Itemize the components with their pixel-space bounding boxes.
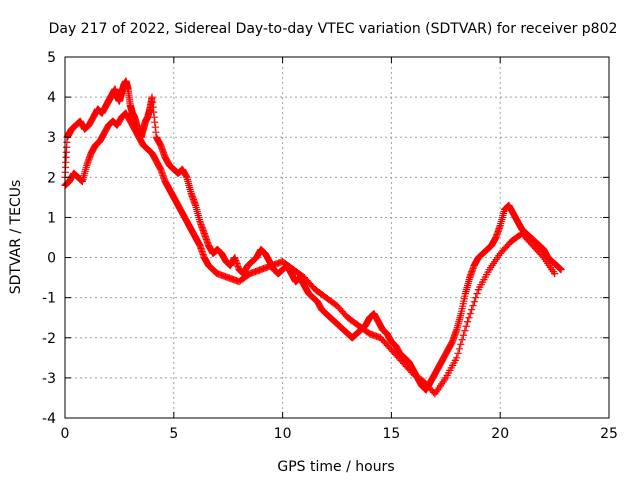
- y-tick-label: -3: [42, 371, 56, 387]
- x-tick-labels: 0 5 10 15 20 25: [61, 426, 618, 442]
- y-tick-label: -1: [42, 291, 56, 307]
- data-point: [463, 318, 472, 326]
- x-tick-label: 25: [600, 426, 618, 442]
- chart-title: Day 217 of 2022, Sidereal Day-to-day VTE…: [49, 21, 618, 37]
- y-tick-label: 1: [47, 210, 56, 226]
- x-tick-label: 10: [274, 426, 292, 442]
- x-tick-label: 5: [169, 426, 178, 442]
- data-point-fill: [459, 331, 468, 339]
- data-points: [61, 77, 565, 398]
- x-axis-title: GPS time / hours: [277, 459, 394, 475]
- data-point-fill: [458, 336, 466, 344]
- data-point-fill: [465, 314, 473, 322]
- data-point-fill: [455, 345, 463, 353]
- data-point-fill: [470, 298, 478, 306]
- data-point-fill: [468, 306, 476, 314]
- y-tick-label: -4: [42, 411, 56, 427]
- y-tick-label: 2: [47, 170, 56, 186]
- y-tick-label: 3: [47, 130, 56, 146]
- data-point: [551, 270, 559, 278]
- data-point-fill: [469, 302, 477, 310]
- data-point: [453, 354, 461, 362]
- data-point: [557, 265, 565, 274]
- series-1: [61, 109, 559, 398]
- series-0: [61, 77, 565, 394]
- x-tick-label: 0: [61, 426, 70, 442]
- y-tick-label: 0: [47, 251, 56, 267]
- data-point-fill: [454, 349, 462, 357]
- data-point-fill: [457, 340, 465, 348]
- y-tick-label: -2: [42, 331, 56, 347]
- y-tick-labels: -4 -3 -2 -1 0 1 2 3 4 5: [42, 50, 56, 427]
- y-tick-label: 4: [47, 90, 56, 106]
- data-point-fill: [473, 290, 481, 298]
- y-axis-title: SDTVAR / TECUs: [8, 180, 24, 295]
- data-point-fill: [466, 310, 474, 318]
- plot-frame: [64, 56, 610, 419]
- data-point-fill: [462, 322, 470, 330]
- y-tick-label: 5: [47, 50, 56, 66]
- grid-lines: [65, 57, 609, 418]
- data-point-fill: [472, 294, 480, 302]
- x-tick-label: 15: [382, 426, 400, 442]
- x-tick-label: 20: [491, 426, 509, 442]
- axis-ticks: [64, 56, 610, 419]
- data-point-fill: [461, 327, 469, 335]
